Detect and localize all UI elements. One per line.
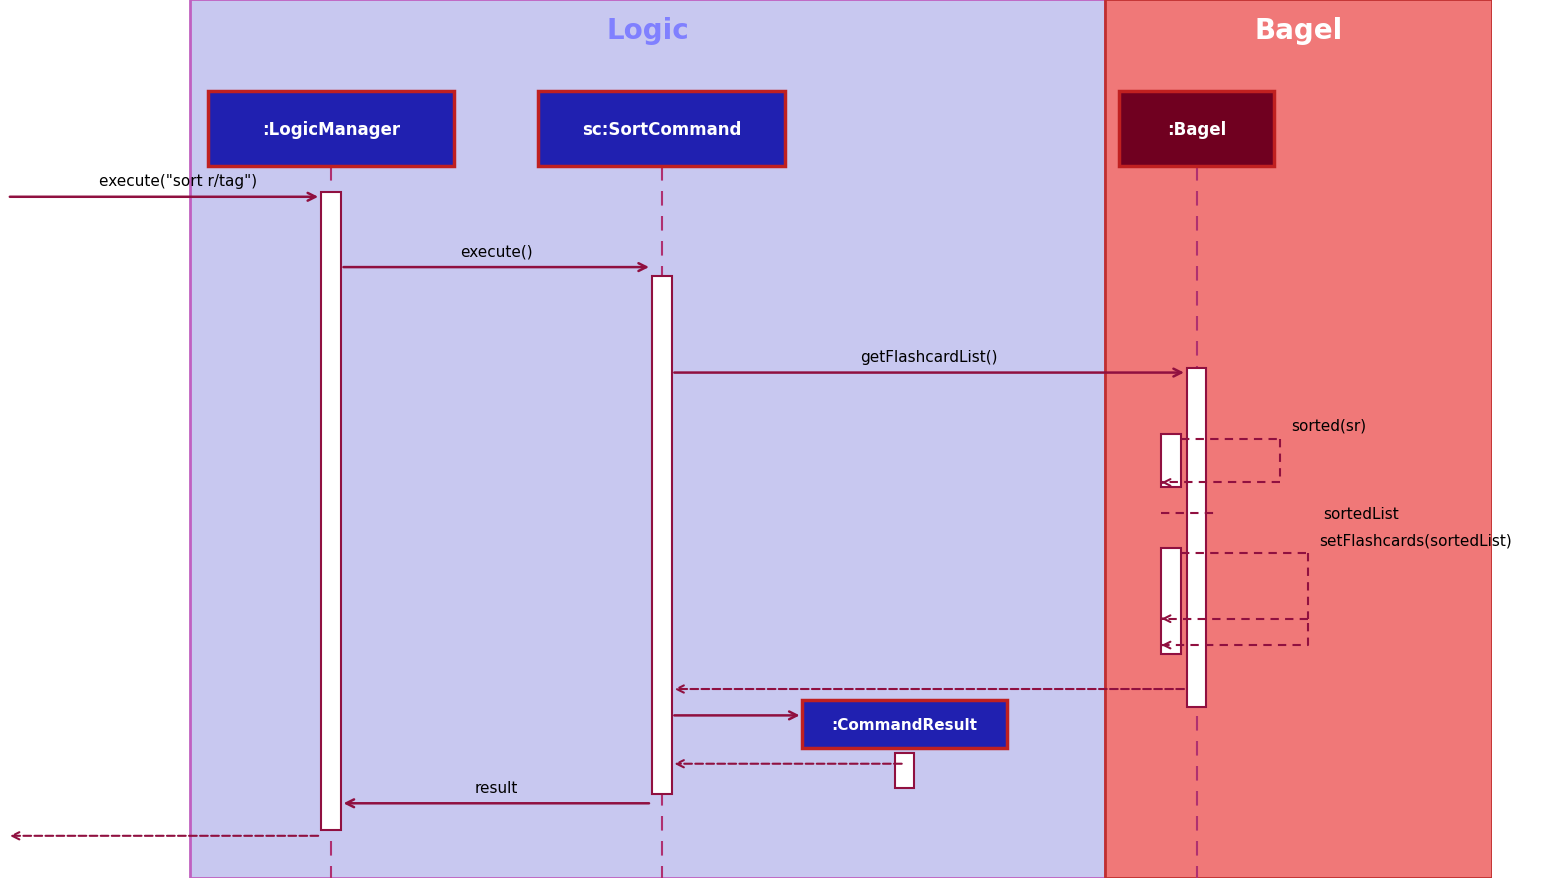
Text: Logic: Logic [606, 17, 690, 45]
Text: sortedList: sortedList [1323, 506, 1399, 522]
Text: Bagel: Bagel [1255, 17, 1343, 45]
Text: sorted(sr): sorted(sr) [1291, 418, 1367, 434]
Text: getFlashcardList(): getFlashcardList() [861, 349, 997, 365]
Bar [538, 92, 785, 167]
Text: result: result [475, 780, 518, 795]
Bar [1161, 435, 1181, 487]
Bar [322, 193, 340, 830]
Text: execute(): execute() [461, 244, 532, 260]
Text: :Bagel: :Bagel [1167, 120, 1226, 139]
Bar [190, 0, 1105, 878]
Bar [1161, 549, 1181, 654]
Text: setFlashcards(sortedList): setFlashcards(sortedList) [1319, 532, 1512, 548]
Text: :LogicManager: :LogicManager [261, 120, 400, 139]
Bar [207, 92, 455, 167]
Bar [652, 277, 671, 795]
Bar [1105, 0, 1492, 878]
Text: sc:SortCommand: sc:SortCommand [581, 120, 742, 139]
Bar [1187, 369, 1206, 707]
Bar [802, 701, 1006, 748]
Bar [895, 753, 914, 788]
Text: :CommandResult: :CommandResult [832, 716, 977, 732]
Text: execute("sort r/tag"): execute("sort r/tag") [99, 174, 257, 190]
Bar [1119, 92, 1274, 167]
